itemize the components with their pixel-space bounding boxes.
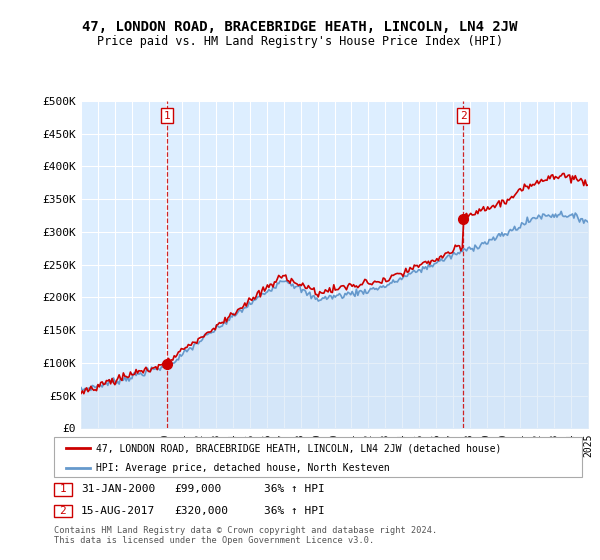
Text: Price paid vs. HM Land Registry's House Price Index (HPI): Price paid vs. HM Land Registry's House … [97,35,503,48]
Text: This data is licensed under the Open Government Licence v3.0.: This data is licensed under the Open Gov… [54,536,374,545]
Text: £320,000: £320,000 [174,506,228,516]
Text: 1: 1 [163,111,170,120]
Text: HPI: Average price, detached house, North Kesteven: HPI: Average price, detached house, Nort… [96,463,390,473]
Text: 47, LONDON ROAD, BRACEBRIDGE HEATH, LINCOLN, LN4 2JW: 47, LONDON ROAD, BRACEBRIDGE HEATH, LINC… [82,20,518,34]
Text: 36% ↑ HPI: 36% ↑ HPI [264,484,325,494]
Text: 2: 2 [460,111,467,120]
Text: £99,000: £99,000 [174,484,221,494]
Text: 36% ↑ HPI: 36% ↑ HPI [264,506,325,516]
Text: 31-JAN-2000: 31-JAN-2000 [81,484,155,494]
Text: Contains HM Land Registry data © Crown copyright and database right 2024.: Contains HM Land Registry data © Crown c… [54,526,437,535]
Text: 47, LONDON ROAD, BRACEBRIDGE HEATH, LINCOLN, LN4 2JW (detached house): 47, LONDON ROAD, BRACEBRIDGE HEATH, LINC… [96,443,502,453]
Text: 15-AUG-2017: 15-AUG-2017 [81,506,155,516]
Text: 1: 1 [59,484,67,494]
Text: 2: 2 [59,506,67,516]
